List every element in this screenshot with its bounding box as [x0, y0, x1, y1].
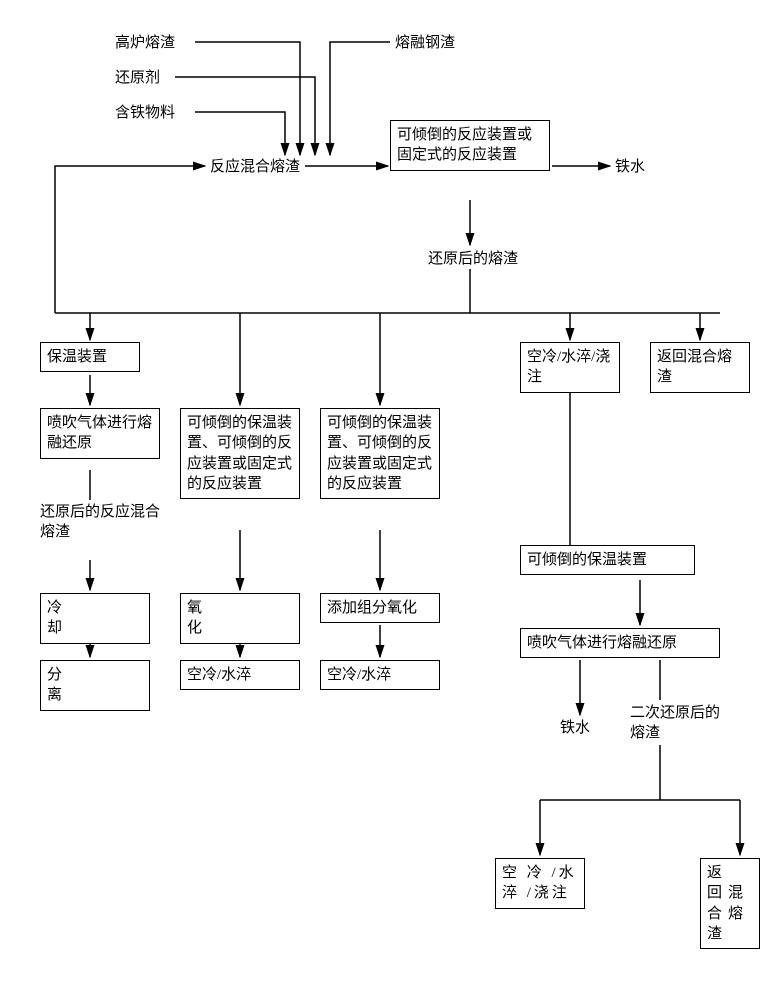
connectors: [0, 0, 770, 1000]
input-iron-material: 含铁物料: [115, 103, 175, 123]
box-reactor: 可倾倒的反应装置或固定式的反应装置: [390, 120, 550, 171]
label-post-reduce-slag: 还原后的反应混合熔渣: [40, 502, 160, 543]
box-holding-device: 保温装置: [40, 342, 140, 372]
box-blow-gas-reduce: 喷吹气体进行熔融还原: [40, 408, 160, 459]
input-blast-furnace-slag: 高炉熔渣: [115, 33, 175, 53]
box-cooling: 冷 却: [40, 593, 150, 644]
box-air-water-3: 空冷/水淬: [320, 660, 440, 690]
box-device-3: 可倾倒的保温装置、可倾倒的反应装置或固定式的反应装置: [320, 408, 440, 499]
label-mixed-slag: 反应混合熔渣: [210, 157, 300, 177]
box-tiltable-holding: 可倾倒的保温装置: [520, 545, 695, 575]
input-molten-steel-slag: 熔融钢渣: [395, 33, 455, 53]
box-air-water-2: 空冷/水淬: [180, 660, 300, 690]
box-air-water-pour: 空冷/水淬/浇注: [520, 342, 620, 393]
label-molten-iron: 铁水: [615, 157, 645, 177]
flowchart-canvas: 高炉熔渣 熔融钢渣 还原剂 含铁物料 反应混合熔渣 可倾倒的反应装置或固定式的反…: [0, 0, 770, 1000]
box-return-mixed-slag: 返回混合熔渣: [650, 342, 750, 393]
box-oxidize: 氧 化: [180, 593, 300, 644]
label-iron-2: 铁水: [560, 718, 590, 738]
box-final-cool: 空 冷 /水 淬 /浇注: [495, 858, 585, 909]
input-reducing-agent: 还原剂: [115, 68, 160, 88]
box-add-component-oxidize: 添加组分氧化: [320, 593, 440, 623]
label-secondary-reduced-slag: 二次还原后的熔渣: [630, 703, 720, 744]
label-reduced-slag: 还原后的熔渣: [428, 249, 518, 269]
box-separate: 分 离: [40, 660, 150, 711]
box-device-2: 可倾倒的保温装置、可倾倒的反应装置或固定式的反应装置: [180, 408, 300, 499]
box-return-mixed-slag-2: 返 回混 合熔渣: [700, 858, 760, 949]
box-blow-gas-reduce-2: 喷吹气体进行熔融还原: [520, 628, 720, 658]
